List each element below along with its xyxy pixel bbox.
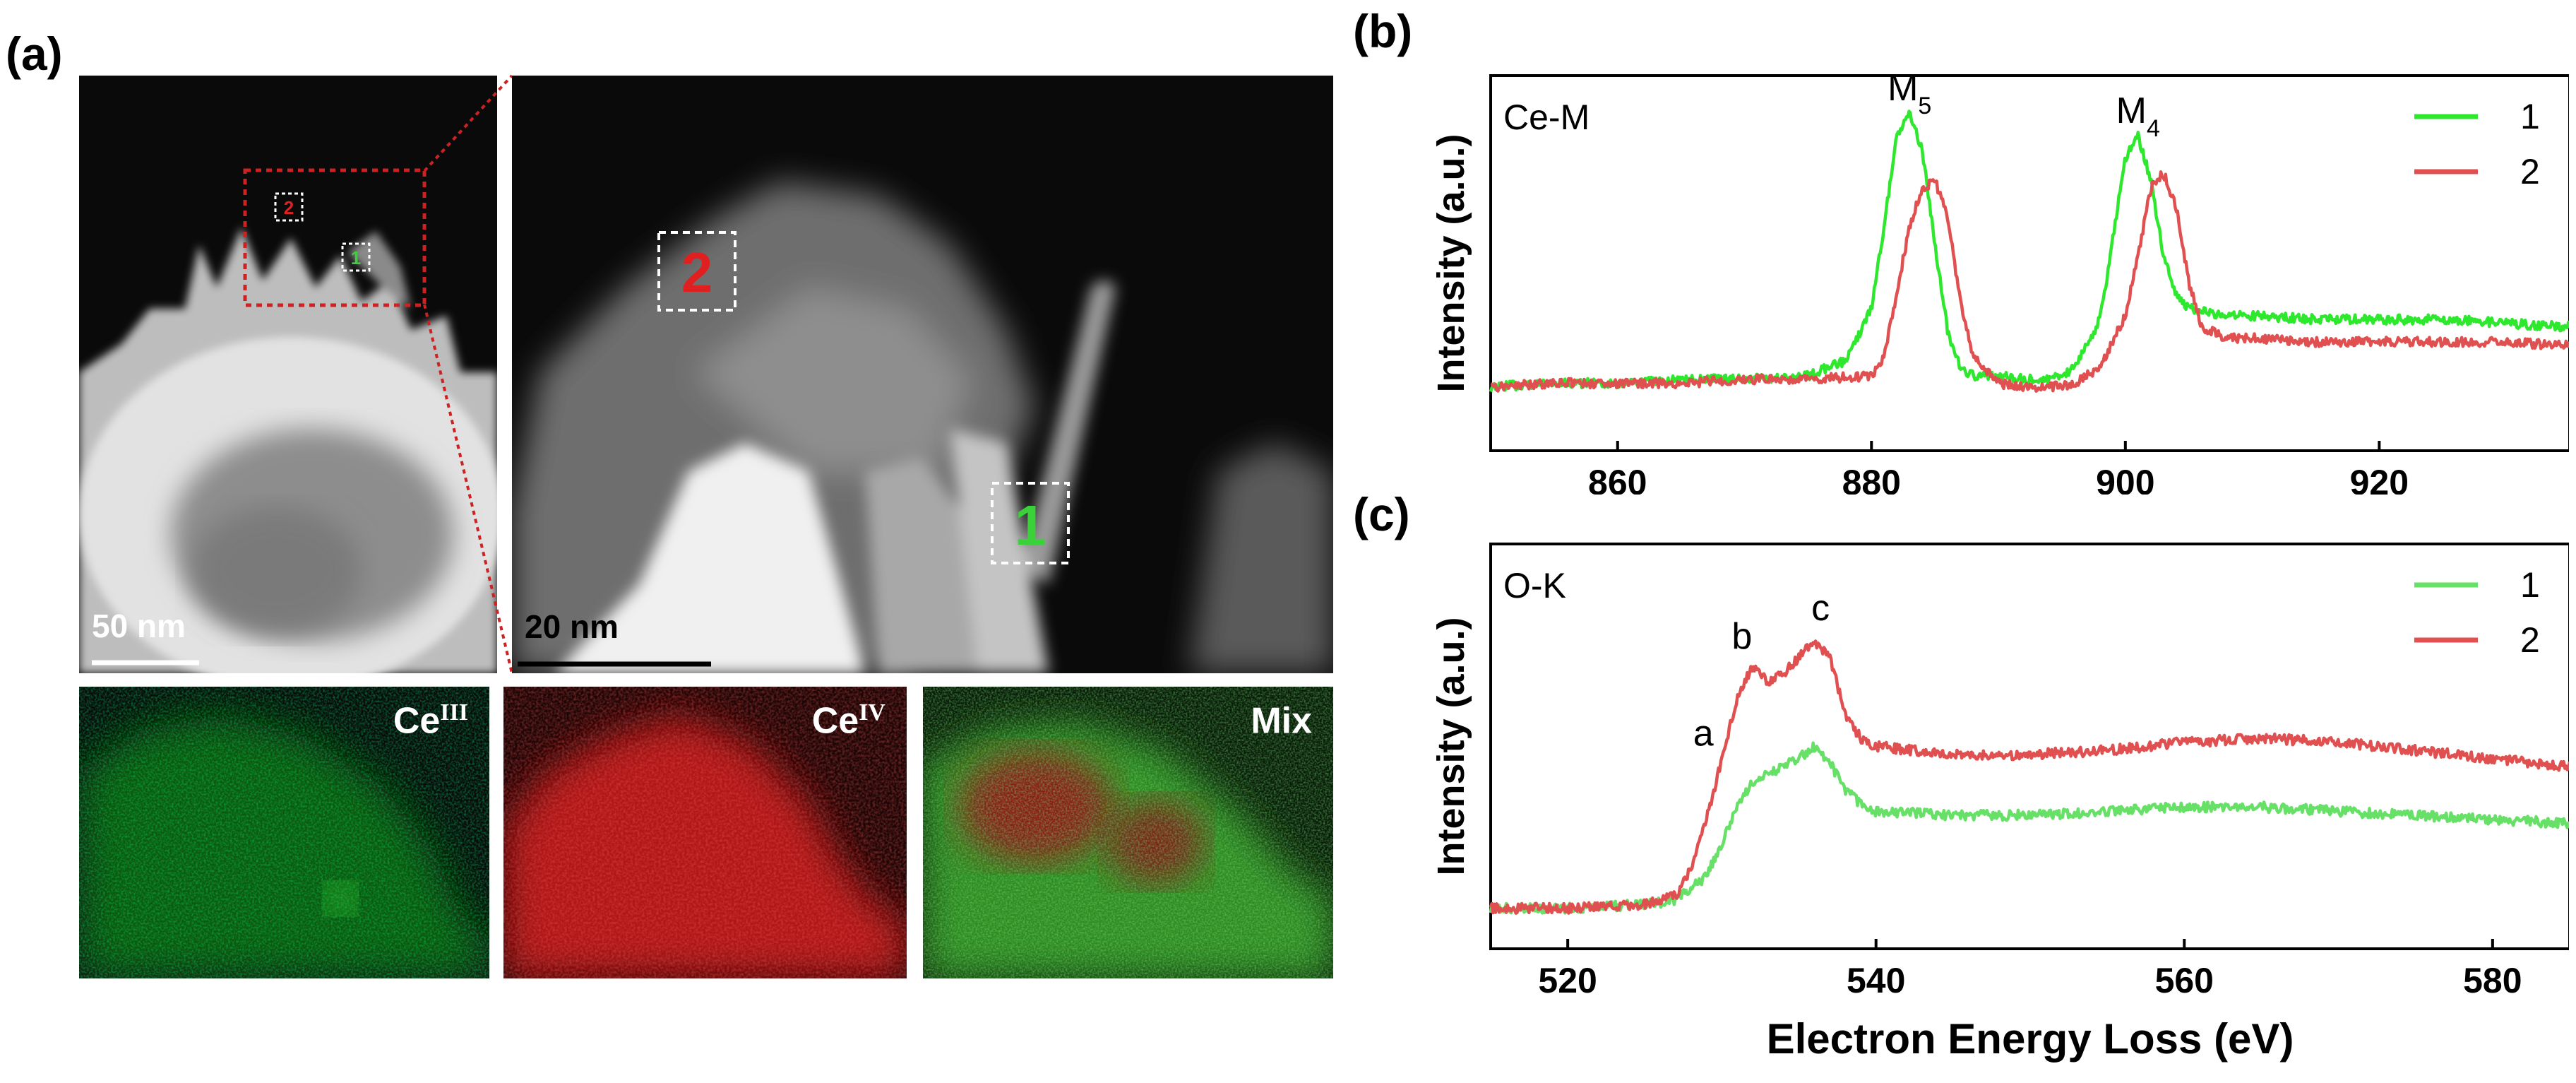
panel-a-label: (a) (6, 28, 63, 80)
map-ce4-base: Ce (811, 700, 859, 742)
overview-scale-bar-label: 50 nm (92, 608, 186, 644)
spectrum-annotation: O-K (1503, 566, 1566, 605)
map-ce4-label: CeIV (812, 699, 886, 742)
x-axis-label: Electron Energy Loss (eV) (1767, 1015, 2294, 1063)
overview-region-1-label: 1 (351, 247, 361, 268)
x-tick-label: 860 (1588, 463, 1647, 495)
peak-label-base: b (1731, 616, 1752, 657)
peak-label-1: b (1731, 616, 1752, 657)
overview-micrograph: 2 1 50 nm (79, 76, 497, 673)
peak-label-1: M4 (2116, 90, 2160, 142)
zoom-region-2-label: 2 (681, 241, 713, 304)
peak-label-base: c (1811, 588, 1830, 629)
zoom-region-1-label: 1 (1015, 494, 1046, 557)
peak-label-0: a (1693, 714, 1714, 754)
peak-label-base: a (1693, 714, 1714, 754)
x-tick-label: 560 (2155, 961, 2214, 1000)
map-mix-label: Mix (1251, 699, 1312, 742)
peak-label-2: c (1811, 588, 1830, 629)
x-tick-label: 900 (2096, 463, 2154, 495)
map-ce4: CeIV (503, 687, 907, 978)
map-ce4-sup: IV (859, 699, 886, 726)
series-line-2 (1489, 639, 2569, 915)
zoom-scale-bar-label: 20 nm (525, 608, 619, 645)
peak-label-base: M (2116, 90, 2147, 131)
peak-label-base: M (1888, 68, 1918, 109)
plot-frame (1489, 74, 2569, 452)
y-axis-label: Intensity (a.u.) (1430, 134, 1472, 392)
y-axis-label: Intensity (a.u.) (1430, 617, 1472, 875)
zoom-micrograph: 2 1 20 nm (512, 76, 1333, 673)
series-line-1 (1489, 741, 2569, 915)
panel-b-label: (b) (1353, 5, 1413, 57)
peak-label-sub: 5 (1918, 93, 1931, 119)
map-ce3: CeIII (79, 687, 489, 978)
spectrum-annotation: Ce-M (1503, 97, 1590, 137)
map-ce3-base: Ce (393, 700, 441, 742)
x-tick-label: 580 (2463, 961, 2522, 1000)
legend-label-2: 2 (2520, 152, 2540, 191)
map-mix-base: Mix (1251, 700, 1312, 742)
plot-frame (1489, 543, 2569, 950)
series-line-1 (1489, 110, 2569, 393)
x-tick-label: 880 (1842, 463, 1901, 495)
legend-label-2: 2 (2520, 620, 2540, 660)
overview-region-2-label: 2 (284, 197, 294, 218)
o-k-chart: 520 540 560 580 Intensity (a.u.) Electron Ene… (1430, 543, 2569, 1063)
map-mix: Mix (923, 687, 1333, 978)
map-ce3-label: CeIII (393, 699, 468, 742)
peak-label-0: M5 (1888, 68, 1931, 119)
peak-label-sub: 4 (2147, 115, 2160, 142)
legend-label-1: 1 (2520, 97, 2540, 136)
legend-label-1: 1 (2520, 565, 2540, 605)
panel-c-label: (c) (1353, 488, 1410, 540)
x-tick-label: 540 (1847, 961, 1905, 1000)
x-tick-label: 920 (2350, 463, 2409, 495)
map-ce3-sup: III (440, 699, 468, 726)
series-line-2 (1490, 170, 2569, 393)
x-tick-label: 520 (1538, 961, 1597, 1000)
